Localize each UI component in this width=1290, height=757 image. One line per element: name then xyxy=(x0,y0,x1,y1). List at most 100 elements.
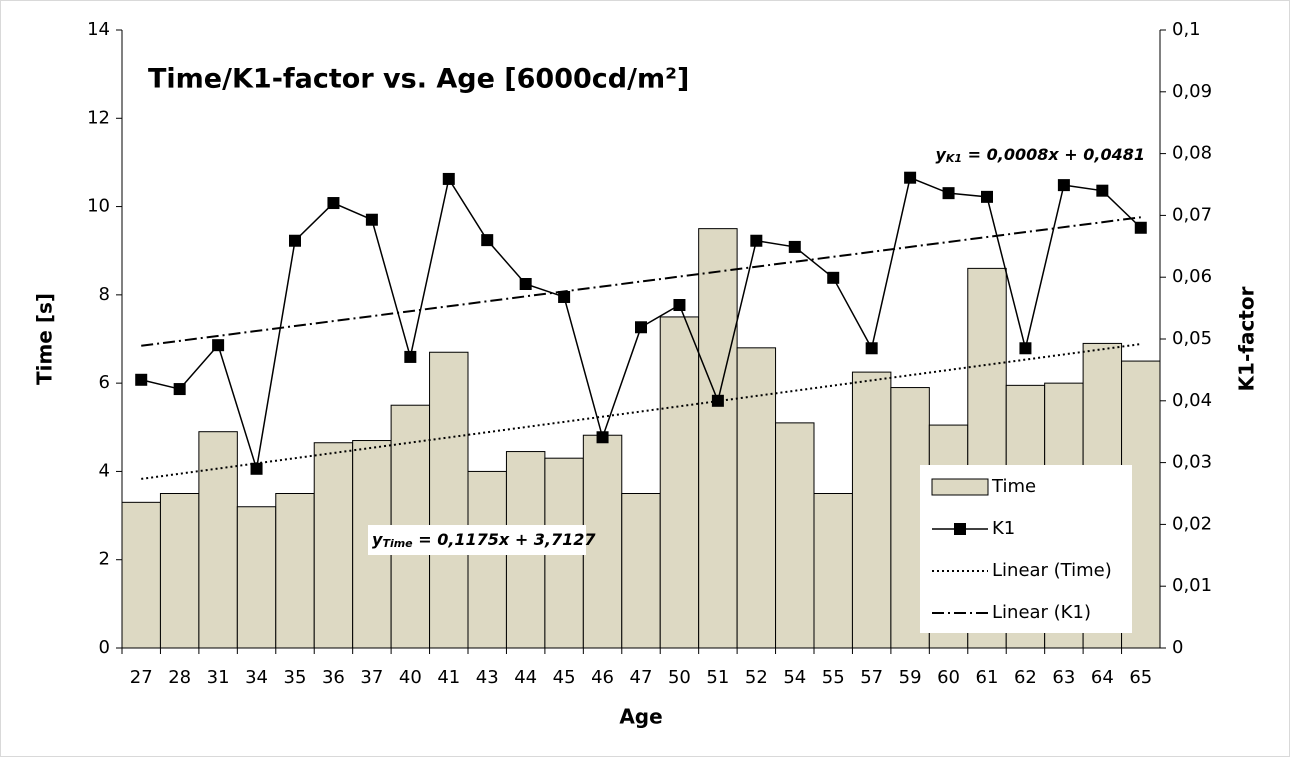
bar xyxy=(121,501,161,649)
y2-tick-label: 0,09 xyxy=(1172,81,1212,102)
y2-tick-label: 0,08 xyxy=(1172,143,1212,164)
y2-tick-label: 0,01 xyxy=(1172,575,1212,596)
y2-tick-label: 0,05 xyxy=(1172,328,1212,349)
x-tick-label: 34 xyxy=(245,667,268,688)
bar xyxy=(467,470,507,649)
marker xyxy=(481,234,494,247)
x-tick-label: 60 xyxy=(937,667,960,688)
y2-tick-label: 0,1 xyxy=(1172,19,1201,40)
trend-equation: yTime = 0,1175x + 3,7127 xyxy=(372,530,596,551)
x-tick-label: 27 xyxy=(130,667,153,688)
x-tick-label: 31 xyxy=(207,667,230,688)
trend-equation: yK1 = 0,0008x + 0,0481 xyxy=(935,145,1145,166)
bar xyxy=(275,493,315,649)
marker xyxy=(904,171,917,184)
marker xyxy=(404,350,417,363)
legend-swatch xyxy=(931,478,989,496)
marker xyxy=(1057,179,1070,192)
x-tick-label: 36 xyxy=(322,667,345,688)
legend-label: Linear (Time) xyxy=(992,560,1112,581)
y2-tick-label: 0,03 xyxy=(1172,452,1212,473)
x-axis-label: Age xyxy=(619,705,662,729)
legend-label: K1 xyxy=(992,518,1015,539)
x-tick-label: 35 xyxy=(284,667,307,688)
bar xyxy=(775,422,815,649)
marker xyxy=(1019,342,1032,355)
equation-sub: Time xyxy=(382,537,413,550)
x-tick-label: 57 xyxy=(860,667,883,688)
marker xyxy=(750,234,763,247)
x-tick-label: 63 xyxy=(1052,667,1075,688)
x-tick-label: 43 xyxy=(476,667,499,688)
marker xyxy=(289,234,301,247)
bar xyxy=(698,228,738,649)
bar xyxy=(813,493,853,649)
equation-var: y xyxy=(372,530,383,549)
marker xyxy=(596,431,609,444)
marker xyxy=(942,187,955,200)
y-tick-label: 10 xyxy=(87,196,110,217)
marker xyxy=(865,342,878,355)
x-tick-label: 61 xyxy=(976,667,999,688)
x-tick-label: 54 xyxy=(783,667,806,688)
marker xyxy=(519,277,532,290)
y-tick-label: 0 xyxy=(99,637,110,658)
y2-axis-label: K1-factor xyxy=(1235,286,1259,391)
x-tick-label: 45 xyxy=(553,667,576,688)
equation-rhs: = 0,1175x + 3,7127 xyxy=(413,530,597,549)
x-tick-label: 51 xyxy=(706,667,729,688)
marker xyxy=(1096,184,1109,197)
bar xyxy=(159,493,200,649)
y-tick-label: 8 xyxy=(99,284,110,305)
x-tick-label: 50 xyxy=(668,667,691,688)
equation-sub: K1 xyxy=(946,152,962,165)
x-tick-label: 44 xyxy=(514,667,537,688)
bar xyxy=(659,316,700,649)
x-tick-label: 28 xyxy=(168,667,191,688)
marker xyxy=(558,290,571,303)
marker xyxy=(827,271,840,284)
bar xyxy=(621,493,661,649)
bar xyxy=(313,442,354,649)
legend-label: Time xyxy=(991,476,1036,497)
marker xyxy=(442,172,455,185)
y2-tick-label: 0,06 xyxy=(1172,266,1212,287)
x-tick-label: 40 xyxy=(399,667,422,688)
equation-bg xyxy=(368,525,586,555)
marker xyxy=(212,339,225,352)
chart-title: Time/K1-factor vs. Age [6000cd/m²] xyxy=(148,64,689,95)
y2-tick-label: 0 xyxy=(1172,637,1183,658)
legend-marker xyxy=(954,523,966,535)
y-tick-label: 14 xyxy=(87,19,110,40)
legend-label: Linear (K1) xyxy=(992,602,1091,623)
x-tick-label: 62 xyxy=(1014,667,1037,688)
marker xyxy=(365,213,378,226)
y2-tick-label: 0,04 xyxy=(1172,390,1212,411)
y-tick-label: 6 xyxy=(99,372,110,393)
y-tick-label: 2 xyxy=(99,549,110,570)
bar xyxy=(198,431,238,649)
marker xyxy=(673,299,686,312)
bar xyxy=(736,347,777,649)
trendline xyxy=(141,343,1141,480)
x-tick-label: 59 xyxy=(899,667,922,688)
y-axis-label: Time [s] xyxy=(33,293,57,385)
trendline xyxy=(141,216,1141,347)
x-tick-label: 37 xyxy=(360,667,383,688)
equation-var: y xyxy=(935,145,946,164)
marker xyxy=(1134,221,1147,234)
bar xyxy=(236,506,277,649)
x-tick-label: 41 xyxy=(437,667,460,688)
marker xyxy=(173,383,186,396)
marker xyxy=(788,240,801,253)
x-tick-label: 55 xyxy=(822,667,845,688)
equation-rhs: = 0,0008x + 0,0481 xyxy=(962,145,1145,164)
marker xyxy=(981,190,993,203)
x-tick-label: 64 xyxy=(1091,667,1114,688)
y2-tick-label: 0,02 xyxy=(1172,513,1212,534)
marker xyxy=(711,394,724,407)
x-tick-label: 46 xyxy=(591,667,614,688)
y2-tick-label: 0,07 xyxy=(1172,204,1212,225)
marker xyxy=(250,462,263,475)
